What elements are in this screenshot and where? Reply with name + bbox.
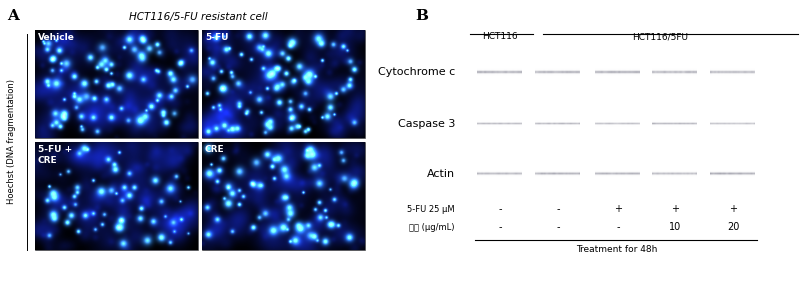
Text: 20: 20 xyxy=(726,222,739,232)
Text: HCT116: HCT116 xyxy=(481,32,517,41)
Text: 5-FU: 5-FU xyxy=(205,33,229,42)
Text: A: A xyxy=(7,9,19,23)
Text: Caspase 3: Caspase 3 xyxy=(397,119,455,129)
Text: Hoechst (DNA fragmentation): Hoechst (DNA fragmentation) xyxy=(7,79,17,204)
Text: +: + xyxy=(670,204,678,214)
Text: 5-FU 25 μM: 5-FU 25 μM xyxy=(407,204,455,214)
Text: Vehicle: Vehicle xyxy=(38,33,75,42)
Text: Treatment for 48h: Treatment for 48h xyxy=(575,245,656,254)
Bar xyxy=(202,142,365,250)
Text: +: + xyxy=(728,204,736,214)
Text: CRE: CRE xyxy=(205,145,225,154)
Text: -: - xyxy=(497,222,501,232)
Text: 황련 (μg/mL): 황련 (μg/mL) xyxy=(409,223,455,232)
Text: +: + xyxy=(614,204,622,214)
Text: B: B xyxy=(415,9,427,23)
Bar xyxy=(35,30,198,138)
Text: -: - xyxy=(497,204,501,214)
Bar xyxy=(202,30,365,138)
Text: -: - xyxy=(556,204,559,214)
Text: -: - xyxy=(615,222,619,232)
Text: Cytochrome c: Cytochrome c xyxy=(377,67,455,77)
Text: 10: 10 xyxy=(668,222,680,232)
Text: Actin: Actin xyxy=(427,169,455,179)
Text: HCT116/5FU: HCT116/5FU xyxy=(631,32,687,41)
Bar xyxy=(35,142,198,250)
Text: HCT116/5-FU resistant cell: HCT116/5-FU resistant cell xyxy=(128,12,267,22)
Text: 5-FU +
CRE: 5-FU + CRE xyxy=(38,145,72,165)
Text: -: - xyxy=(556,222,559,232)
